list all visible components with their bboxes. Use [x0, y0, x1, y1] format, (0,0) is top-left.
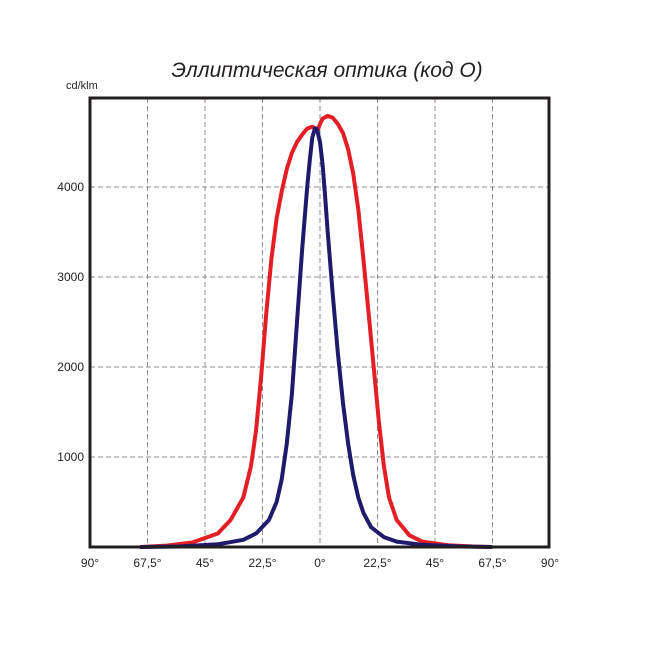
series-line-blue [139, 126, 494, 549]
x-tick-label: 67,5° [478, 556, 506, 570]
x-tick-label: 22,5° [248, 556, 276, 570]
x-tick-label: 45° [196, 556, 214, 570]
y-tick-label: 1000 [57, 450, 84, 464]
x-tick-label: 90° [81, 556, 99, 570]
x-tick-label: 22,5° [363, 556, 391, 570]
y-axis-ticks: 1000 2000 3000 4000 [57, 180, 84, 464]
x-axis-ticks: 90° 67,5° 45° 22,5° 0° 22,5° 45° 67,5° 90° [81, 556, 559, 570]
y-axis-unit-label: cd/klm [66, 80, 98, 92]
y-tick-label: 4000 [57, 180, 84, 194]
chart-title: Эллиптическая оптика (код О) [171, 59, 482, 82]
plot-frame [88, 96, 551, 549]
grid [90, 98, 549, 547]
y-tick-label: 3000 [57, 270, 84, 284]
series-group [139, 113, 494, 549]
x-tick-label: 90° [541, 556, 559, 570]
x-tick-label: 45° [426, 556, 444, 570]
x-tick-label: 67,5° [133, 556, 161, 570]
x-tick-label: 0° [314, 556, 326, 570]
series-line-red [139, 113, 494, 549]
y-tick-label: 2000 [57, 360, 84, 374]
